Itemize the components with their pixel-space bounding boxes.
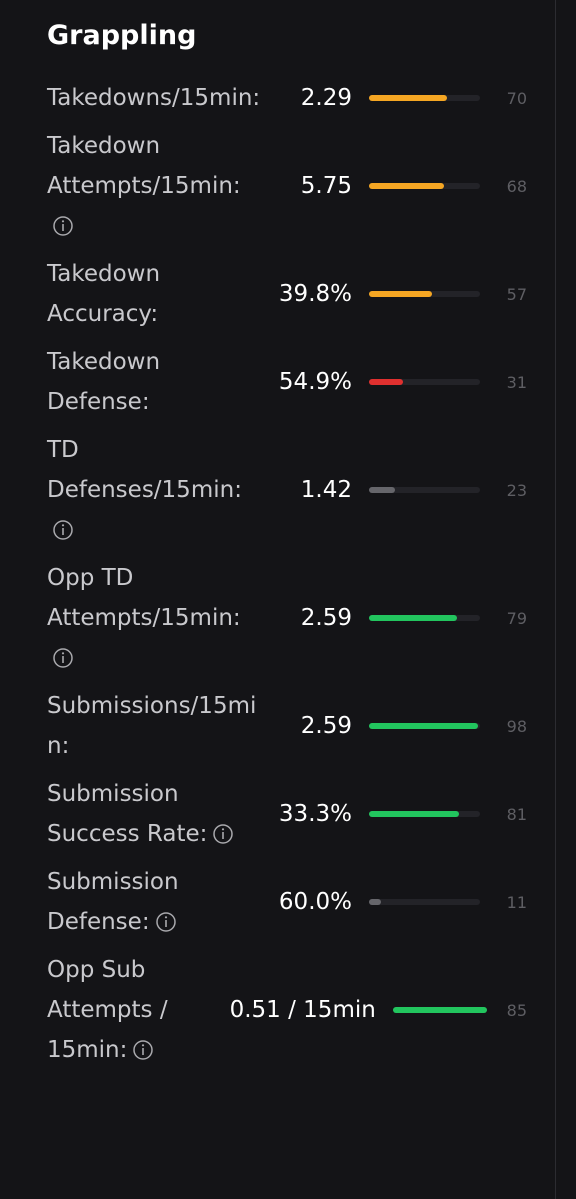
stat-value: 2.59 xyxy=(300,605,352,631)
stat-value: 39.8% xyxy=(278,281,352,307)
stat-label: Submission Success Rate: xyxy=(47,774,262,854)
percentile-bar xyxy=(392,1007,488,1013)
stat-value: 2.29 xyxy=(300,85,352,111)
stat-row: Opp Sub Attempts / 15min: 0.51 / 15min 85 xyxy=(47,950,527,1070)
section-title: Grappling xyxy=(47,20,197,51)
stat-row: TD Defenses/15min: 1.42 23 xyxy=(47,430,527,550)
stat-row: Submission Success Rate: 33.3% 81 xyxy=(47,774,527,854)
stat-label-text: Opp TD Attempts/15min: xyxy=(47,565,241,631)
info-icon[interactable] xyxy=(53,520,73,540)
stat-value: 33.3% xyxy=(278,801,352,827)
percentile-track xyxy=(369,183,480,189)
stat-label-text: Takedown Defense: xyxy=(47,349,161,415)
stat-label-text: Takedowns/15min: xyxy=(47,85,261,111)
percentile-track xyxy=(369,95,480,101)
percentile-label: 68 xyxy=(506,176,527,196)
stat-value: 0.51 / 15min xyxy=(229,997,376,1023)
percentile-track xyxy=(369,615,480,621)
stat-label: TD Defenses/15min: xyxy=(47,430,262,550)
stat-label-text: TD Defenses/15min: xyxy=(47,437,242,503)
stat-list: Takedowns/15min: 2.29 70 Takedown Attempts/… xyxy=(47,78,527,1078)
stat-label: Takedown Accuracy: xyxy=(47,254,262,334)
stat-row: Opp TD Attempts/15min: 2.59 79 xyxy=(47,558,527,678)
stat-label: Takedowns/15min: xyxy=(47,78,262,118)
percentile-track xyxy=(369,899,480,905)
stat-label: Takedown Attempts/15min: xyxy=(47,126,262,246)
percentile-label: 98 xyxy=(506,716,527,736)
stat-label: Takedown Defense: xyxy=(47,342,262,422)
stat-label-text: Takedown Attempts/15min: xyxy=(47,133,241,199)
percentile-bar xyxy=(369,723,478,729)
percentile-bar xyxy=(369,487,395,493)
percentile-label: 31 xyxy=(506,372,527,392)
stat-label: Opp TD Attempts/15min: xyxy=(47,558,262,678)
stat-row: Takedowns/15min: 2.29 70 xyxy=(47,78,527,118)
percentile-track xyxy=(369,811,480,817)
grappling-panel: Grappling Takedowns/15min: 2.29 70 Takedown… xyxy=(47,0,556,1199)
stat-label: Submissions/15min: xyxy=(47,686,262,766)
info-icon[interactable] xyxy=(155,912,176,932)
percentile-track xyxy=(369,379,480,385)
stat-label-text: Submissions/15min: xyxy=(47,693,257,759)
stat-label: Opp Sub Attempts / 15min: xyxy=(47,950,230,1070)
stat-label-text: Submission Success Rate: xyxy=(47,781,208,847)
percentile-bar xyxy=(369,379,404,385)
percentile-label: 85 xyxy=(506,1000,528,1020)
percentile-track xyxy=(369,487,480,493)
stat-row: Takedown Attempts/15min: 5.75 68 xyxy=(47,126,527,246)
stat-row: Takedown Accuracy: 39.8% 57 xyxy=(47,254,527,334)
stat-row: Takedown Defense: 54.9% 31 xyxy=(47,342,527,422)
stat-label-text: Submission Defense: xyxy=(47,869,179,935)
percentile-label: 23 xyxy=(506,480,527,500)
percentile-bar xyxy=(369,811,459,817)
info-icon[interactable] xyxy=(53,216,73,236)
percentile-track xyxy=(369,723,480,729)
percentile-track xyxy=(369,291,480,297)
info-icon[interactable] xyxy=(53,648,73,668)
stat-row: Submission Defense: 60.0% 11 xyxy=(47,862,527,942)
stat-value: 2.59 xyxy=(300,713,352,739)
percentile-label: 57 xyxy=(506,284,527,304)
percentile-bar xyxy=(369,899,382,905)
percentile-label: 79 xyxy=(506,608,527,628)
stat-label: Submission Defense: xyxy=(47,862,262,942)
percentile-track xyxy=(392,1007,488,1013)
percentile-bar xyxy=(369,95,447,101)
percentile-bar xyxy=(369,615,457,621)
stat-label-text: Opp Sub Attempts / 15min: xyxy=(47,957,168,1063)
percentile-label: 81 xyxy=(506,804,527,824)
stat-label-text: Takedown Accuracy: xyxy=(47,261,161,327)
info-icon[interactable] xyxy=(213,824,234,844)
stat-value: 54.9% xyxy=(278,369,352,395)
stat-value: 1.42 xyxy=(300,477,352,503)
percentile-bar xyxy=(369,183,445,189)
info-icon[interactable] xyxy=(133,1040,154,1060)
stat-value: 5.75 xyxy=(300,173,352,199)
stat-value: 60.0% xyxy=(278,889,352,915)
percentile-bar xyxy=(369,291,433,297)
percentile-label: 11 xyxy=(506,892,527,912)
stat-row: Submissions/15min: 2.59 98 xyxy=(47,686,527,766)
percentile-label: 70 xyxy=(506,88,527,108)
